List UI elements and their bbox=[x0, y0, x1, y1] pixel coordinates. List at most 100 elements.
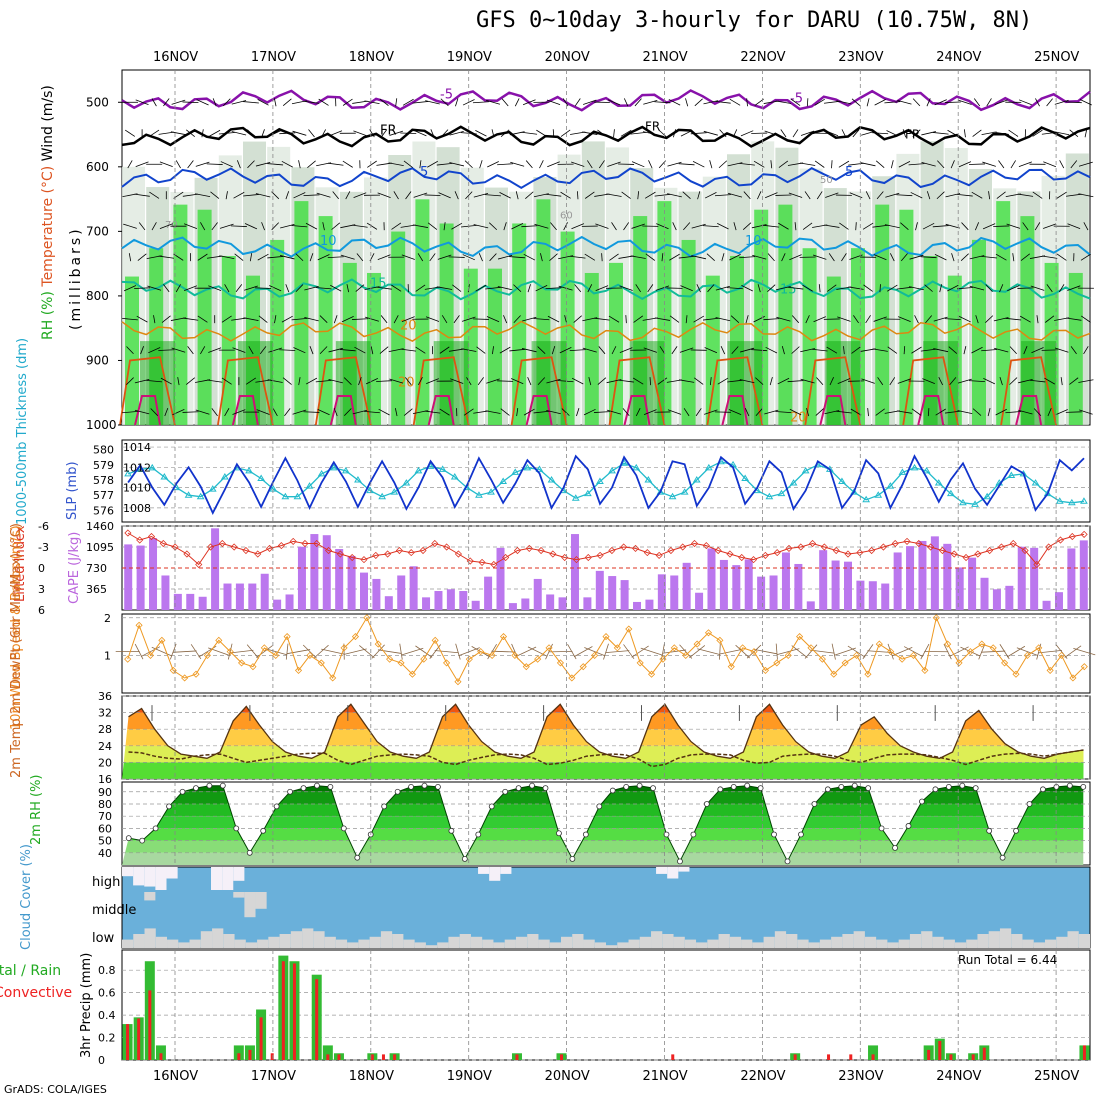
rh-point bbox=[609, 787, 616, 794]
wind-barb bbox=[667, 409, 682, 415]
wind-speed-point bbox=[465, 655, 473, 663]
wind-speed-point bbox=[534, 655, 542, 663]
thickness-tick-label: 577 bbox=[93, 489, 114, 502]
wind-barb bbox=[715, 100, 731, 104]
cloud-low-bar bbox=[470, 936, 483, 948]
wind-barb bbox=[697, 191, 701, 200]
wind-barb bbox=[1006, 223, 1021, 229]
date-label-bottom: 23NOV bbox=[838, 1069, 883, 1084]
rh-point bbox=[582, 831, 589, 838]
cloud-low-bar bbox=[639, 936, 652, 948]
wind-barb bbox=[331, 222, 341, 230]
cape-bar bbox=[868, 581, 877, 610]
wind-barb bbox=[877, 377, 884, 386]
contour-label: 15 bbox=[780, 282, 797, 297]
wind-barb bbox=[739, 347, 755, 353]
wind-barb bbox=[1041, 255, 1058, 259]
wind-barb bbox=[462, 99, 475, 106]
thickness-point bbox=[862, 495, 871, 503]
wind-barb bbox=[985, 315, 994, 323]
wind-barb bbox=[234, 253, 244, 261]
cape-tick-label: 1460 bbox=[86, 520, 114, 533]
li-point bbox=[974, 550, 982, 558]
wind-speed-point bbox=[146, 651, 155, 659]
temperature-contour bbox=[217, 356, 274, 426]
rh-label: 50 bbox=[820, 175, 833, 186]
cloud-low-bar bbox=[752, 942, 764, 948]
wind-barb bbox=[981, 255, 997, 259]
wind-barb bbox=[1054, 347, 1069, 353]
wind-barb bbox=[341, 316, 354, 323]
temperature-contour bbox=[427, 395, 455, 426]
temperature-contour bbox=[121, 320, 1091, 342]
wind-speed-point bbox=[1069, 674, 1077, 682]
wind-barb bbox=[769, 377, 773, 386]
date-label-top: 21NOV bbox=[643, 50, 688, 65]
li-tick-label: 3 bbox=[38, 583, 45, 596]
cape-bar bbox=[310, 534, 319, 610]
wind-barb bbox=[732, 129, 738, 138]
wind-barb bbox=[261, 222, 265, 231]
wind-barb bbox=[794, 222, 797, 231]
wind-barb bbox=[134, 643, 144, 660]
wind-barb bbox=[356, 253, 364, 262]
wind-barb bbox=[873, 316, 887, 322]
thickness-point bbox=[922, 466, 931, 474]
wind-barb bbox=[366, 222, 378, 230]
wind-barb bbox=[486, 378, 500, 384]
cloud-bar bbox=[222, 867, 234, 890]
wind-barb bbox=[1032, 191, 1043, 199]
wind-barb bbox=[569, 255, 586, 259]
li-point bbox=[478, 558, 486, 566]
wind-barb bbox=[986, 98, 992, 107]
cape-bar bbox=[707, 548, 716, 610]
wind-barb bbox=[521, 348, 537, 353]
wind-barb bbox=[1055, 644, 1068, 659]
wind-barb bbox=[800, 130, 815, 136]
wind-barb bbox=[985, 284, 993, 293]
wind-speed-point bbox=[989, 644, 997, 652]
wind-barb bbox=[561, 408, 570, 416]
wind-barb bbox=[195, 409, 210, 415]
wind-speed-point bbox=[625, 625, 633, 633]
wind-barb bbox=[926, 98, 931, 107]
cape-bar bbox=[1054, 592, 1063, 610]
date-label-top: 17NOV bbox=[251, 50, 296, 65]
wind-barb bbox=[487, 161, 499, 168]
wind-barb bbox=[765, 346, 778, 354]
thickness-point bbox=[305, 482, 314, 489]
wind-barb bbox=[806, 98, 809, 107]
date-label-bottom: 20NOV bbox=[545, 1069, 590, 1084]
cloud-low-bar bbox=[403, 939, 415, 948]
wind-barb bbox=[293, 192, 306, 199]
wind-barb bbox=[452, 284, 462, 292]
wind-barb bbox=[249, 253, 253, 262]
wind-speed-point bbox=[579, 663, 587, 671]
rh-tick-label: 70 bbox=[98, 810, 112, 823]
wind-barb bbox=[364, 100, 380, 105]
wind-barb bbox=[719, 648, 743, 655]
wind-barb bbox=[149, 191, 160, 199]
wind-barb bbox=[847, 645, 866, 658]
temperature-contour bbox=[510, 356, 568, 426]
wind-barb bbox=[1008, 129, 1019, 137]
rh-green-column bbox=[512, 223, 527, 425]
wind-barb bbox=[223, 98, 231, 107]
cloud-low-bar bbox=[707, 939, 719, 948]
wind-barb bbox=[656, 223, 669, 230]
wind-barb bbox=[887, 284, 898, 292]
wind-barb bbox=[551, 346, 556, 355]
li-point bbox=[761, 551, 769, 559]
wind-barb bbox=[472, 101, 489, 104]
cloud-low-bar bbox=[617, 942, 629, 948]
cape-ylabel: CAPE (J/kg) bbox=[67, 532, 82, 604]
wind-barb bbox=[886, 130, 899, 137]
wind-speed-point bbox=[442, 659, 451, 667]
precip-conv-bar bbox=[126, 1024, 130, 1060]
cape-bar bbox=[1067, 548, 1076, 610]
wind-barb bbox=[770, 160, 773, 169]
wind-barb bbox=[831, 160, 833, 169]
wind-barb bbox=[973, 98, 981, 107]
precip-conv-bar bbox=[237, 1053, 241, 1060]
wind-barb bbox=[603, 643, 609, 660]
